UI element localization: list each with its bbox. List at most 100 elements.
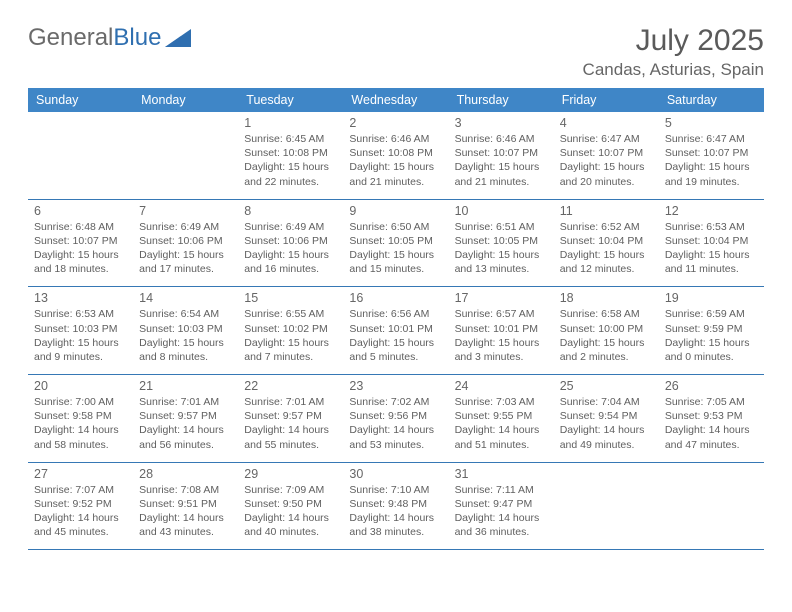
day-info: Sunrise: 6:59 AMSunset: 9:59 PMDaylight:… <box>665 307 758 364</box>
week-row: 13 Sunrise: 6:53 AMSunset: 10:03 PMDaylig… <box>28 287 764 375</box>
day-number: 3 <box>455 116 548 130</box>
day-info: Sunrise: 7:05 AMSunset: 9:53 PMDaylight:… <box>665 395 758 452</box>
day-cell: 16 Sunrise: 6:56 AMSunset: 10:01 PMDaylig… <box>343 287 448 374</box>
brand-triangle-icon <box>165 29 191 47</box>
day-number: 7 <box>139 204 232 218</box>
day-number: 19 <box>665 291 758 305</box>
day-number: 23 <box>349 379 442 393</box>
day-info: Sunrise: 6:56 AMSunset: 10:01 PMDaylight… <box>349 307 442 364</box>
day-cell: 8 Sunrise: 6:49 AMSunset: 10:06 PMDayligh… <box>238 200 343 287</box>
day-cell: 25Sunrise: 7:04 AMSunset: 9:54 PMDayligh… <box>554 375 659 462</box>
day-info: Sunrise: 6:53 AMSunset: 10:04 PMDaylight… <box>665 220 758 277</box>
day-info: Sunrise: 6:49 AMSunset: 10:06 PMDaylight… <box>244 220 337 277</box>
day-info: Sunrise: 6:51 AMSunset: 10:05 PMDaylight… <box>455 220 548 277</box>
day-cell: 4 Sunrise: 6:47 AMSunset: 10:07 PMDayligh… <box>554 112 659 199</box>
weekday-header-cell: Sunday <box>28 88 133 112</box>
day-cell: 11 Sunrise: 6:52 AMSunset: 10:04 PMDaylig… <box>554 200 659 287</box>
day-number: 11 <box>560 204 653 218</box>
day-number: 6 <box>34 204 127 218</box>
weekday-header-row: SundayMondayTuesdayWednesdayThursdayFrid… <box>28 88 764 112</box>
day-number: 1 <box>244 116 337 130</box>
day-info: Sunrise: 6:47 AMSunset: 10:07 PMDaylight… <box>665 132 758 189</box>
day-cell: 14Sunrise: 6:54 AMSunset: 10:03 PMDaylig… <box>133 287 238 374</box>
day-cell: 23 Sunrise: 7:02 AMSunset: 9:56 PMDayligh… <box>343 375 448 462</box>
day-number: 21 <box>139 379 232 393</box>
day-number: 4 <box>560 116 653 130</box>
day-cell: 6 Sunrise: 6:48 AMSunset: 10:07 PMDayligh… <box>28 200 133 287</box>
day-cell: 28Sunrise: 7:08 AMSunset: 9:51 PMDayligh… <box>133 463 238 550</box>
day-cell: 18 Sunrise: 6:58 AMSunset: 10:00 PMDaylig… <box>554 287 659 374</box>
day-cell: 5Sunrise: 6:47 AMSunset: 10:07 PMDayligh… <box>659 112 764 199</box>
day-info: Sunrise: 6:55 AMSunset: 10:02 PMDaylight… <box>244 307 337 364</box>
day-info: Sunrise: 6:50 AMSunset: 10:05 PMDaylight… <box>349 220 442 277</box>
day-info: Sunrise: 6:48 AMSunset: 10:07 PMDaylight… <box>34 220 127 277</box>
day-info: Sunrise: 7:03 AMSunset: 9:55 PMDaylight:… <box>455 395 548 452</box>
day-cell: 20 Sunrise: 7:00 AMSunset: 9:58 PMDayligh… <box>28 375 133 462</box>
day-cell: 30 Sunrise: 7:10 AMSunset: 9:48 PMDayligh… <box>343 463 448 550</box>
day-number: 16 <box>349 291 442 305</box>
day-cell: 12 Sunrise: 6:53 AMSunset: 10:04 PMDaylig… <box>659 200 764 287</box>
day-info: Sunrise: 6:53 AMSunset: 10:03 PMDaylight… <box>34 307 127 364</box>
day-cell: 19 Sunrise: 6:59 AMSunset: 9:59 PMDayligh… <box>659 287 764 374</box>
day-info: Sunrise: 7:09 AMSunset: 9:50 PMDaylight:… <box>244 483 337 540</box>
brand-text: GeneralBlue <box>28 24 161 52</box>
weekday-header-cell: Friday <box>554 88 659 112</box>
day-number: 15 <box>244 291 337 305</box>
day-number: 20 <box>34 379 127 393</box>
day-number: 22 <box>244 379 337 393</box>
calendar-page: GeneralBlue July 2025 Candas, Asturias, … <box>0 0 792 574</box>
week-row: 27Sunrise: 7:07 AMSunset: 9:52 PMDayligh… <box>28 463 764 551</box>
weekday-header-cell: Wednesday <box>343 88 448 112</box>
day-info: Sunrise: 7:08 AMSunset: 9:51 PMDaylight:… <box>139 483 232 540</box>
day-cell: 24 Sunrise: 7:03 AMSunset: 9:55 PMDayligh… <box>449 375 554 462</box>
day-number: 29 <box>244 467 337 481</box>
day-cell: 1Sunrise: 6:45 AMSunset: 10:08 PMDayligh… <box>238 112 343 199</box>
day-cell <box>133 112 238 199</box>
day-cell: 26 Sunrise: 7:05 AMSunset: 9:53 PMDayligh… <box>659 375 764 462</box>
weekday-header-cell: Tuesday <box>238 88 343 112</box>
day-cell: 10Sunrise: 6:51 AMSunset: 10:05 PMDaylig… <box>449 200 554 287</box>
day-number: 9 <box>349 204 442 218</box>
page-header: GeneralBlue July 2025 Candas, Asturias, … <box>28 24 764 80</box>
day-cell: 15 Sunrise: 6:55 AMSunset: 10:02 PMDaylig… <box>238 287 343 374</box>
day-number: 26 <box>665 379 758 393</box>
day-info: Sunrise: 6:52 AMSunset: 10:04 PMDaylight… <box>560 220 653 277</box>
day-number: 2 <box>349 116 442 130</box>
day-number: 30 <box>349 467 442 481</box>
day-info: Sunrise: 6:58 AMSunset: 10:00 PMDaylight… <box>560 307 653 364</box>
weekday-header-cell: Thursday <box>449 88 554 112</box>
day-info: Sunrise: 7:04 AMSunset: 9:54 PMDaylight:… <box>560 395 653 452</box>
location-subtitle: Candas, Asturias, Spain <box>583 60 764 80</box>
day-number: 18 <box>560 291 653 305</box>
day-info: Sunrise: 7:00 AMSunset: 9:58 PMDaylight:… <box>34 395 127 452</box>
day-info: Sunrise: 7:07 AMSunset: 9:52 PMDaylight:… <box>34 483 127 540</box>
weekday-header-cell: Saturday <box>659 88 764 112</box>
day-info: Sunrise: 7:01 AMSunset: 9:57 PMDaylight:… <box>139 395 232 452</box>
month-title: July 2025 <box>583 24 764 58</box>
day-info: Sunrise: 7:10 AMSunset: 9:48 PMDaylight:… <box>349 483 442 540</box>
day-cell: 9 Sunrise: 6:50 AMSunset: 10:05 PMDayligh… <box>343 200 448 287</box>
day-number: 31 <box>455 467 548 481</box>
day-info: Sunrise: 6:54 AMSunset: 10:03 PMDaylight… <box>139 307 232 364</box>
title-block: July 2025 Candas, Asturias, Spain <box>583 24 764 80</box>
day-cell: 2 Sunrise: 6:46 AMSunset: 10:08 PMDayligh… <box>343 112 448 199</box>
day-number: 8 <box>244 204 337 218</box>
week-row: 1Sunrise: 6:45 AMSunset: 10:08 PMDayligh… <box>28 112 764 200</box>
day-info: Sunrise: 6:46 AMSunset: 10:08 PMDaylight… <box>349 132 442 189</box>
day-cell: 29 Sunrise: 7:09 AMSunset: 9:50 PMDayligh… <box>238 463 343 550</box>
day-number: 17 <box>455 291 548 305</box>
day-info: Sunrise: 7:11 AMSunset: 9:47 PMDaylight:… <box>455 483 548 540</box>
day-cell: 27Sunrise: 7:07 AMSunset: 9:52 PMDayligh… <box>28 463 133 550</box>
brand-logo: GeneralBlue <box>28 24 191 52</box>
day-number: 24 <box>455 379 548 393</box>
day-info: Sunrise: 6:46 AMSunset: 10:07 PMDaylight… <box>455 132 548 189</box>
day-number: 13 <box>34 291 127 305</box>
day-number: 12 <box>665 204 758 218</box>
day-info: Sunrise: 6:47 AMSunset: 10:07 PMDaylight… <box>560 132 653 189</box>
brand-text-a: General <box>28 24 113 51</box>
calendar: SundayMondayTuesdayWednesdayThursdayFrid… <box>28 88 764 550</box>
week-row: 20 Sunrise: 7:00 AMSunset: 9:58 PMDayligh… <box>28 375 764 463</box>
weekday-header-cell: Monday <box>133 88 238 112</box>
day-info: Sunrise: 7:02 AMSunset: 9:56 PMDaylight:… <box>349 395 442 452</box>
day-cell: 3 Sunrise: 6:46 AMSunset: 10:07 PMDayligh… <box>449 112 554 199</box>
